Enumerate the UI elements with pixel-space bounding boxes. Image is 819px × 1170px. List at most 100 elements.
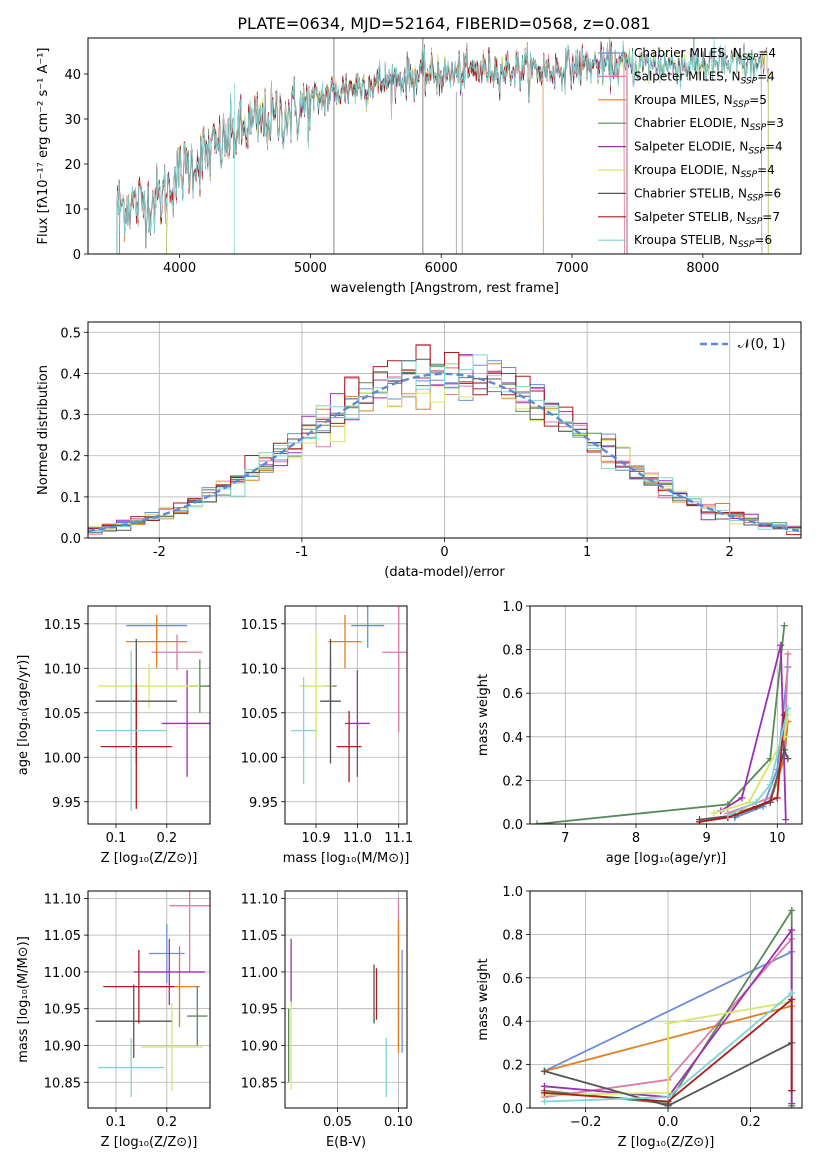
y-axis-label: age [log₁₀(age/yr)] (16, 655, 31, 776)
chart-age_vs_mass: 10.9 11.0 11.1 9.95 10.00 10.05 10.10 10.15 mass… (241, 605, 413, 866)
chart-spectrum: 4000 5000 6000 7000 8000 0 10 20 30 40 wavelength … (36, 37, 802, 296)
x-tick-label: 7 (561, 831, 569, 846)
legend-label: 𝒩(0, 1) (738, 337, 785, 352)
legend-subscript: SSP (738, 240, 755, 250)
y-tick-label: 10.05 (241, 707, 278, 722)
chart-residuals: -2 -1 0 1 2 0.0 0.1 0.2 0.3 0.4 0.5 (data-model)/er… (36, 321, 802, 580)
weight-line-5 (544, 1000, 792, 1096)
y-tick-label: 11.10 (241, 892, 278, 907)
plot-area-age_vs_Z (95, 614, 210, 811)
x-tick-label: 4000 (163, 261, 196, 276)
x-tick-label: 11.0 (343, 831, 372, 846)
legend-suffix: =7 (762, 210, 780, 224)
weight-line-5 (713, 714, 789, 814)
x-axis-label: Z [log₁₀(Z/Z⊙)] (618, 1135, 715, 1150)
chart-mass_vs_Z: 0.1 0.2 10.85 10.90 10.95 11.00 11.05 11.10 Z [l… (16, 890, 211, 1150)
legend-label: Kroupa ELODIE, NSSP=4 (634, 163, 775, 180)
x-tick-label: 7000 (556, 261, 589, 276)
y-tick-label: 10.15 (241, 618, 278, 633)
y-tick-label: 0.0 (502, 818, 523, 833)
weight-marker-4 (777, 641, 785, 649)
weight-marker-7 (773, 794, 781, 802)
y-axis-label: Normed distribution (36, 365, 51, 495)
legend-text: Salpeter MILES, N (634, 69, 741, 83)
x-tick-label: 0.2 (156, 831, 177, 846)
plot-area-mass_vs_EBV (288, 898, 403, 1097)
weight-marker-7 (788, 1087, 796, 1095)
weight-line-7 (544, 997, 793, 1103)
weight-marker-8 (664, 1093, 672, 1101)
weight-marker-8 (788, 989, 796, 997)
spectrum-line-0 (119, 40, 625, 254)
y-tick-label: 10.00 (44, 751, 81, 766)
axes-frame (284, 890, 408, 1109)
y-tick-label: 0.0 (60, 532, 81, 547)
legend-subscript: SSP (733, 100, 750, 110)
plot-area-mass_weight_vs_age (533, 622, 792, 824)
legend-suffix: =4 (758, 46, 776, 60)
legend-suffix: =4 (765, 140, 783, 154)
weight-line-0 (544, 950, 793, 1072)
weight-marker-7 (540, 1089, 548, 1097)
y-tick-label: 0 (73, 248, 81, 263)
y-tick-label: 0.6 (502, 687, 523, 702)
y-tick-label: 11.10 (44, 892, 81, 907)
x-tick-label: 2 (726, 545, 734, 560)
weight-marker-3 (788, 907, 796, 915)
legend-text: Salpeter STELIB, N (634, 210, 746, 224)
y-tick-label: 10.95 (44, 1003, 81, 1018)
axes-frame (87, 890, 211, 1109)
legend-subscript: SSP (748, 147, 765, 157)
x-tick-label: 9 (702, 831, 710, 846)
x-tick-label: 0.05 (323, 1115, 352, 1130)
figure-title: PLATE=0634, MJD=52164, FIBERID=0568, z=0… (237, 14, 650, 33)
legend-subscript: SSP (742, 53, 759, 63)
legend-text: Chabrier MILES, N (634, 46, 742, 60)
y-tick-label: 0.4 (502, 1015, 523, 1030)
weight-marker-6 (784, 755, 792, 763)
y-tick-label: 0.5 (60, 326, 81, 341)
legend-subscript: SSP (741, 170, 758, 180)
y-tick-label: 0.4 (502, 731, 523, 746)
y-tick-label: 11.05 (241, 929, 278, 944)
y-tick-label: 0.2 (502, 1059, 523, 1074)
y-tick-label: 20 (64, 158, 81, 173)
x-tick-label: 0.0 (658, 1115, 679, 1130)
y-tick-label: 1.0 (502, 885, 523, 900)
legend-subscript: SSP (741, 76, 758, 86)
y-tick-label: 1.0 (502, 600, 523, 615)
y-axis-label: mass [log₁₀(M/M⊙)] (16, 936, 31, 1063)
legend-label: Kroupa STELIB, NSSP=6 (634, 233, 772, 250)
x-axis-label: age [log₁₀(age/yr)] (606, 851, 727, 866)
legend-subscript: SSP (750, 123, 767, 133)
plot-area-age_vs_mass (291, 606, 407, 784)
legend-text: Salpeter ELODIE, N (634, 140, 748, 154)
x-tick-label: -2 (153, 545, 166, 560)
legend-label: Kroupa MILES, NSSP=5 (634, 93, 767, 110)
plot-area-residuals (88, 344, 801, 536)
y-tick-label: 0.8 (502, 644, 523, 659)
axes-frame (529, 605, 803, 825)
y-tick-label: 9.95 (249, 796, 278, 811)
x-tick-label: 11.1 (384, 831, 413, 846)
weight-marker-7 (696, 818, 704, 824)
y-tick-label: 10.15 (44, 618, 81, 633)
y-tick-label: 0.4 (60, 367, 81, 382)
axes-frame (87, 605, 211, 825)
spectrum-line-1 (119, 38, 625, 254)
x-axis-label: E(B-V) (326, 1135, 366, 1150)
weight-marker-5 (710, 809, 718, 817)
legend-label: Salpeter MILES, NSSP=4 (634, 69, 775, 86)
legend-suffix: =6 (754, 233, 772, 247)
y-tick-label: 10.00 (241, 751, 278, 766)
y-tick-label: 10.95 (241, 1003, 278, 1018)
x-tick-label: 1 (583, 545, 591, 560)
axes-frame (529, 890, 803, 1109)
y-tick-label: 0.8 (502, 928, 523, 943)
weight-marker-8 (724, 811, 732, 819)
weight-marker-1 (784, 650, 792, 658)
y-tick-label: 10.85 (241, 1076, 278, 1091)
y-tick-label: 10.85 (44, 1076, 81, 1091)
y-tick-label: 0.2 (502, 774, 523, 789)
legend-subscript: SSP (747, 193, 764, 203)
